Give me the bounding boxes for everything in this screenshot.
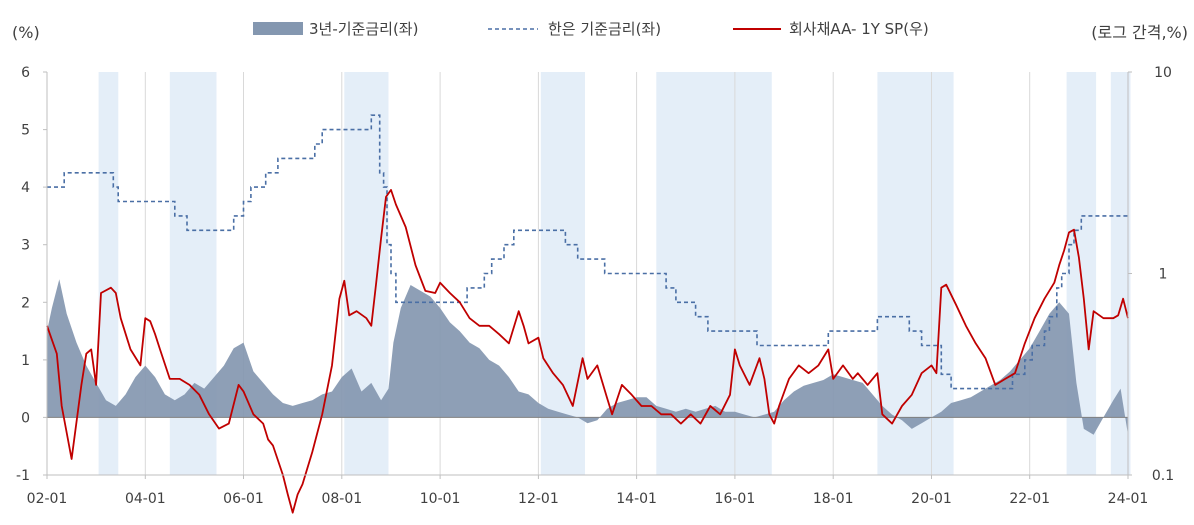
- x-tick-label: 04-01: [125, 491, 166, 507]
- left-tick-label: 4: [21, 180, 30, 196]
- series-credit-spread-line: [46, 189, 1129, 514]
- left-axis-unit: (%): [12, 23, 40, 42]
- legend-label-base-rate: 한은 기준금리(좌): [548, 20, 661, 38]
- series-lines: [46, 114, 1129, 514]
- x-tick-label: 10-01: [420, 491, 461, 507]
- x-tick-label: 14-01: [616, 491, 657, 507]
- left-tick-label: 6: [21, 65, 30, 81]
- x-tick-label: 22-01: [1009, 491, 1050, 507]
- shaded-period-4: [540, 72, 585, 475]
- right-tick-label: 10: [1154, 65, 1172, 81]
- spread-area-layer: [47, 279, 1128, 435]
- right-tick-label: 1: [1159, 267, 1168, 283]
- x-tick-label: 02-01: [27, 491, 68, 507]
- x-tick-label: 16-01: [715, 491, 756, 507]
- x-tick-label: 06-01: [223, 491, 264, 507]
- axes: -1 0 1 2 3 4 5 6 0.1 1 10 02-01 04-01 06-01 08-01 10-01…: [16, 65, 1174, 507]
- shaded-period-8: [1110, 72, 1131, 475]
- legend-swatch-spread: [253, 22, 303, 35]
- right-tick-label: 0.1: [1152, 468, 1174, 484]
- left-tick-label: 3: [21, 238, 30, 254]
- right-axis-unit: (로그 간격,%): [1091, 23, 1188, 42]
- legend-label-credit-spread: 회사채AA- 1Y SP(우): [789, 20, 929, 38]
- left-tick-label: 2: [21, 295, 30, 311]
- left-tick-label: 0: [21, 410, 30, 426]
- x-tick-label: 18-01: [813, 491, 854, 507]
- left-tick-label: 1: [21, 353, 30, 369]
- shaded-periods: [98, 72, 1131, 475]
- x-tick-label: 20-01: [911, 491, 952, 507]
- x-tick-label: 08-01: [321, 491, 362, 507]
- series-base-rate-line: [47, 114, 1128, 390]
- series-spread-area: [47, 279, 1128, 435]
- x-tick-label: 24-01: [1108, 491, 1149, 507]
- left-tick-label: -1: [16, 468, 30, 484]
- legend-label-spread: 3년-기준금리(좌): [309, 20, 418, 38]
- shaded-period-6: [877, 72, 954, 475]
- x-tick-label: 12-01: [518, 491, 559, 507]
- legend: 3년-기준금리(좌) 한은 기준금리(좌) 회사채AA- 1Y SP(우): [253, 20, 929, 38]
- left-tick-label: 5: [21, 123, 30, 139]
